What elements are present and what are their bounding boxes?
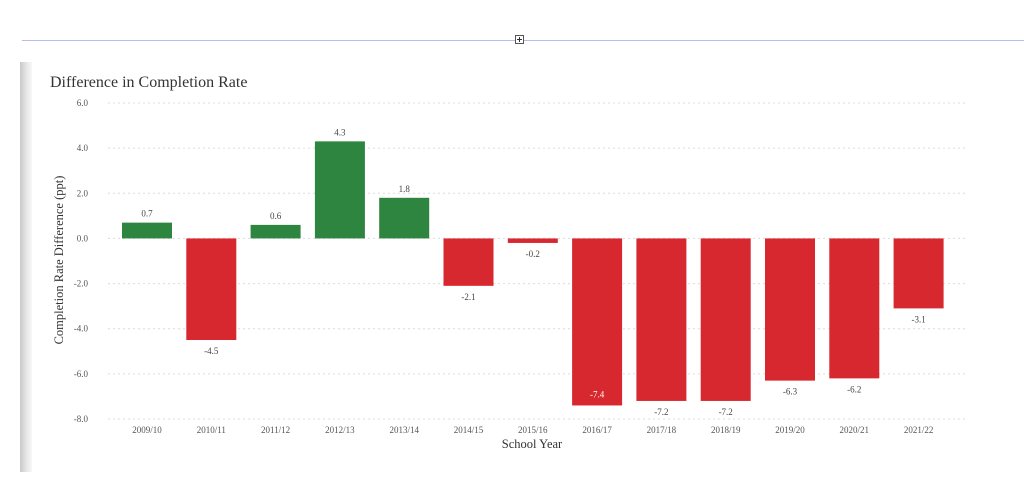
- y-tick-label: 0.0: [77, 233, 89, 243]
- x-tick-label: 2016/17: [582, 425, 612, 435]
- x-tick-label: 2015/16: [518, 425, 548, 435]
- data-label: 1.8: [399, 184, 411, 194]
- bar[interactable]: [572, 238, 623, 406]
- y-tick-label: 6.0: [77, 98, 89, 108]
- y-tick-label: -2.0: [74, 279, 89, 289]
- bar[interactable]: [443, 238, 494, 286]
- x-tick-label: 2011/12: [261, 425, 290, 435]
- bar[interactable]: [122, 222, 172, 239]
- x-tick-label: 2013/14: [389, 425, 419, 435]
- y-axis-ticks: 6.0 4.0 2.0 0.0 -2.0 -4.0 -6.0 -8.0: [74, 98, 89, 424]
- data-label: 4.3: [334, 127, 346, 137]
- data-label: -7.2: [654, 407, 668, 417]
- data-label: 0.6: [270, 211, 282, 221]
- y-tick-label: -8.0: [74, 414, 89, 424]
- y-tick-label: 2.0: [77, 188, 89, 198]
- data-label: -4.5: [204, 346, 219, 356]
- y-axis-label: Completion Rate Difference (ppt): [52, 176, 66, 345]
- y-tick-label: -4.0: [74, 324, 89, 334]
- bar[interactable]: [379, 197, 430, 239]
- x-tick-label: 2014/15: [454, 425, 484, 435]
- data-label: -3.1: [911, 314, 925, 324]
- bars: 0.7 -4.5 0.6 4.3 1.8 -2.1 -0.2 -7.4 -7.2 -7.2 -6.3…: [122, 127, 944, 417]
- x-tick-label: 2019/20: [775, 425, 805, 435]
- data-label: -7.2: [719, 407, 733, 417]
- data-label: -7.4: [590, 389, 605, 399]
- bar[interactable]: [893, 238, 944, 309]
- bar[interactable]: [636, 238, 687, 401]
- data-label: -0.2: [526, 249, 540, 259]
- x-tick-label: 2009/10: [132, 425, 162, 435]
- x-tick-label: 2018/19: [711, 425, 741, 435]
- bar[interactable]: [765, 238, 815, 381]
- x-tick-label: 2010/11: [197, 425, 226, 435]
- x-axis-ticks: 2009/10 2010/11 2011/12 2012/13 2013/14 2014/…: [132, 425, 933, 435]
- bar[interactable]: [700, 238, 751, 401]
- chart-title: Difference in Completion Rate: [50, 74, 247, 91]
- data-label: -6.2: [847, 384, 861, 394]
- data-label: -6.3: [783, 387, 798, 397]
- x-tick-label: 2020/21: [840, 425, 870, 435]
- bar[interactable]: [507, 238, 558, 243]
- bar[interactable]: [186, 238, 237, 340]
- x-tick-label: 2017/18: [647, 425, 677, 435]
- panel-left-edge: [20, 62, 32, 472]
- bar[interactable]: [250, 224, 301, 239]
- bar[interactable]: [314, 141, 365, 239]
- data-label: 0.7: [141, 209, 153, 219]
- x-tick-label: 2021/22: [904, 425, 934, 435]
- y-tick-label: -6.0: [74, 369, 89, 379]
- data-label: -2.1: [461, 292, 475, 302]
- bar[interactable]: [829, 238, 880, 379]
- x-axis-label: School Year: [502, 437, 563, 451]
- expand-icon[interactable]: [515, 35, 524, 44]
- x-tick-label: 2012/13: [325, 425, 355, 435]
- y-tick-label: 4.0: [77, 143, 89, 153]
